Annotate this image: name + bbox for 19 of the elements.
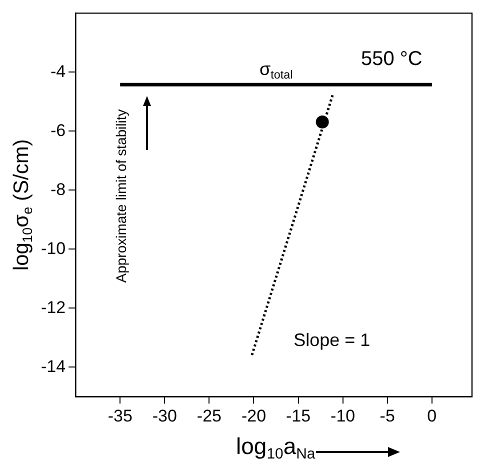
x-tick-label: -5 [380, 406, 395, 426]
y-tick-label: -14 [40, 356, 66, 376]
x-tick-label: -35 [108, 406, 132, 426]
x-tick-label: -25 [196, 406, 222, 426]
annotation: Approximate limit of stability [112, 109, 129, 283]
y-tick-label: -6 [50, 120, 66, 140]
x-tick-label: -15 [286, 406, 311, 426]
y-tick-label: -4 [50, 62, 66, 81]
y-tick-label: -8 [50, 180, 66, 199]
x-tick-label: 0 [427, 406, 437, 426]
x-tick-label: -20 [241, 406, 266, 426]
x-tick-label: -10 [330, 406, 356, 426]
x-tick-label: -30 [152, 406, 177, 426]
annotation: σ$_{total}$ [260, 58, 293, 82]
annotation: 550 °C [361, 48, 422, 70]
y-tick-label: -10 [40, 238, 66, 258]
x-axis-title: log$_{10}$a$_{Na}$ [236, 432, 316, 462]
annotation: Slope = 1 [294, 330, 370, 350]
y-tick-label: -12 [40, 298, 66, 317]
